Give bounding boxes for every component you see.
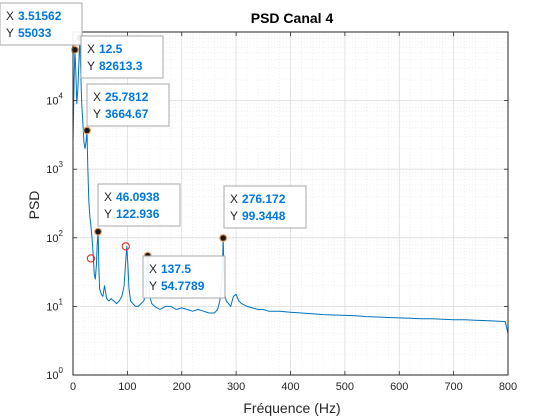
datatip-marker — [94, 227, 103, 236]
chart-title: PSD Canal 4 — [251, 10, 334, 26]
datatip-x-value: 3.51562 — [18, 9, 62, 23]
datatip: X 137.5 Y 54.7789 — [142, 255, 226, 299]
datatip-box — [0, 2, 83, 46]
y-tick-labels: 100 101 102 103 104 — [46, 92, 63, 382]
datatips-layer: X 3.51562 Y 55033 X 12.5 Y 82613.3 X 25.7812 Y 3664… — [0, 2, 307, 299]
x-tick-label: 0 — [70, 381, 76, 393]
datatip-box — [80, 35, 164, 79]
datatip: X 46.0938 Y 122.936 — [97, 183, 181, 227]
datatip-y-key: Y — [6, 26, 14, 40]
datatip-x-key: X — [87, 42, 95, 56]
datatip: X 25.7812 Y 3664.67 — [86, 83, 170, 127]
datatip-y-value: 122.936 — [116, 207, 160, 221]
datatip-x-key: X — [104, 190, 112, 204]
datatip-x-key: X — [6, 9, 14, 23]
x-tick-label: 200 — [173, 381, 191, 393]
datatip-box — [223, 185, 307, 229]
datatip-y-key: Y — [230, 209, 238, 223]
x-tick-label: 300 — [227, 381, 245, 393]
datatip-x-value: 46.0938 — [116, 190, 160, 204]
x-tick-label: 100 — [118, 381, 136, 393]
tick-marks — [72, 32, 509, 376]
datatip-y-value: 54.7789 — [161, 279, 205, 293]
datatip-x-value: 12.5 — [99, 42, 123, 56]
datatip-y-key: Y — [93, 107, 101, 121]
series-layer — [72, 37, 509, 334]
x-tick-label: 500 — [336, 381, 354, 393]
datatip: X 3.51562 Y 55033 — [0, 2, 83, 46]
psd-series-line — [72, 37, 509, 334]
datatip: X 276.172 Y 99.3448 — [223, 185, 307, 229]
datatip-box — [86, 83, 170, 127]
x-tick-labels: 0 100 200 300 400 500 600 700 800 — [70, 381, 517, 393]
datatip-y-value: 55033 — [18, 26, 52, 40]
datatip-x-value: 137.5 — [161, 262, 191, 276]
datatip-marker — [219, 233, 228, 242]
hollow-marker — [86, 254, 96, 263]
x-tick-label: 600 — [390, 381, 408, 393]
datatip-box — [142, 255, 226, 299]
x-tick-label: 400 — [281, 381, 299, 393]
datatip-y-value: 3664.67 — [105, 107, 149, 121]
datatip-y-key: Y — [87, 59, 95, 73]
datatip-box — [97, 183, 181, 227]
datatip: X 12.5 Y 82613.3 — [80, 35, 164, 79]
x-tick-label: 800 — [499, 381, 517, 393]
x-axis-label: Fréquence (Hz) — [243, 400, 340, 416]
y-tick-label: 102 — [46, 229, 63, 245]
datatip-y-value: 82613.3 — [99, 59, 143, 73]
y-tick-label: 104 — [46, 92, 63, 108]
datatip-x-value: 276.172 — [242, 192, 286, 206]
datatip-x-key: X — [230, 192, 238, 206]
datatip-y-key: Y — [104, 207, 112, 221]
hollow-marker — [121, 242, 130, 251]
y-tick-label: 103 — [46, 160, 63, 176]
datatip-y-value: 99.3448 — [242, 209, 286, 223]
x-tick-label: 700 — [444, 381, 462, 393]
datatip-marker — [83, 126, 92, 135]
datatip-x-key: X — [93, 90, 101, 104]
y-axis-label: PSD — [26, 191, 42, 220]
datatip-y-key: Y — [149, 279, 157, 293]
datatip-x-value: 25.7812 — [105, 90, 149, 104]
y-tick-label: 100 — [46, 366, 63, 382]
y-tick-label: 101 — [46, 297, 63, 313]
datatip-x-key: X — [149, 262, 157, 276]
